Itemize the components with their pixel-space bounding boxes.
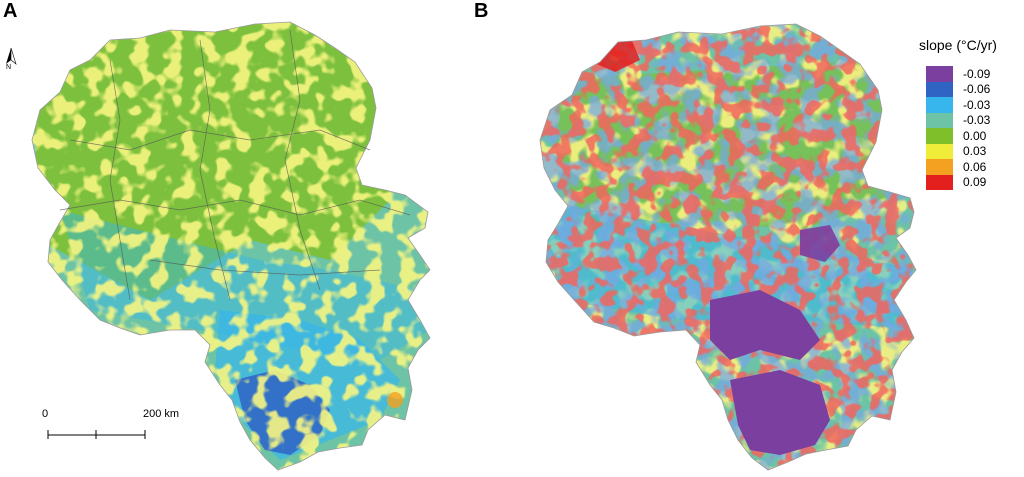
- legend-swatch: [926, 159, 953, 175]
- legend-label: -0.09: [963, 66, 991, 81]
- legend-item: 0.09: [926, 174, 990, 190]
- legend-label: 0.00: [963, 128, 987, 143]
- legend: -0.09 -0.06 -0.03 -0.03 0.00 0.03 0.06 0.09: [926, 66, 990, 190]
- legend-swatch: [926, 174, 953, 190]
- legend-label: -0.06: [963, 82, 991, 97]
- scale-end-label: 200 km: [143, 408, 180, 420]
- scale-start-label: 0: [42, 408, 49, 420]
- legend-label: 0.09: [963, 175, 987, 190]
- legend-item: -0.09: [926, 66, 990, 82]
- north-label: N: [6, 64, 12, 71]
- legend-item: 0.03: [926, 143, 990, 159]
- legend-item: -0.03: [926, 97, 990, 113]
- legend-swatch: [926, 128, 953, 144]
- map-panel-a: [31, 21, 431, 471]
- legend-swatch: [926, 66, 953, 82]
- legend-item: -0.03: [926, 112, 991, 128]
- panel-label-a: A: [3, 0, 18, 22]
- legend-swatch: [926, 81, 953, 97]
- scale-bar: [47, 430, 146, 439]
- legend-swatch: [926, 143, 953, 159]
- map-panel-b: [539, 23, 917, 471]
- legend-item: 0.00: [926, 128, 990, 144]
- legend-title: slope (°C/yr): [919, 37, 997, 53]
- panel-label-b: B: [474, 0, 489, 22]
- north-arrow-icon: [6, 47, 17, 65]
- legend-label: -0.03: [963, 113, 991, 128]
- legend-label: 0.03: [963, 144, 987, 159]
- legend-label: 0.06: [963, 159, 987, 174]
- legend-swatch: [926, 112, 953, 128]
- legend-item: 0.06: [926, 159, 990, 175]
- legend-swatch: [926, 97, 953, 113]
- legend-item: -0.06: [926, 81, 991, 97]
- legend-label: -0.03: [963, 97, 991, 112]
